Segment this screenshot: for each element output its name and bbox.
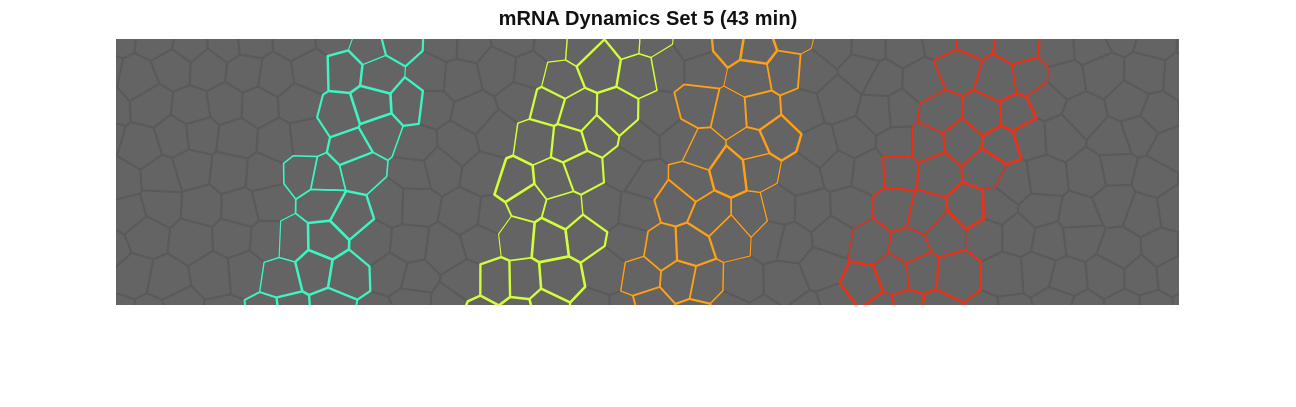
cell-outline [1029,285,1076,305]
cell-outline [1138,288,1174,305]
stripe-4-overlay [838,39,1049,305]
cell-outline [996,292,1034,305]
stripe-3-overlay [619,39,815,305]
microscopy-panel [116,39,1179,305]
stripe-cell-outline [497,295,533,305]
stripe-2-overlay [464,39,674,305]
stripe-cell-outline [772,39,815,55]
tissue-background [116,39,1179,305]
cell-outline [1103,287,1141,305]
figure-title: mRNA Dynamics Set 5 (43 min) [498,8,798,30]
stripe-cell-outline [631,285,677,305]
stripe-cell-outline [891,288,926,305]
stripe-cell-outline [921,288,965,305]
stripe-cell-outline [528,287,572,305]
stripe-cell-outline [308,286,359,305]
stripe-cell-outline [674,297,712,305]
stripe-cell-outline [275,290,311,305]
cell-outline [133,292,165,305]
tissue-image [116,39,1179,305]
stripe-cell-outline [464,294,501,305]
stripe-1-overlay [243,39,425,305]
cell-outline [160,284,206,305]
cell-outline [747,293,783,305]
cell-outline [786,289,822,305]
cell-outline [387,287,433,305]
stripe-cell-outline [243,291,279,305]
stripe-overlays [243,39,1049,305]
